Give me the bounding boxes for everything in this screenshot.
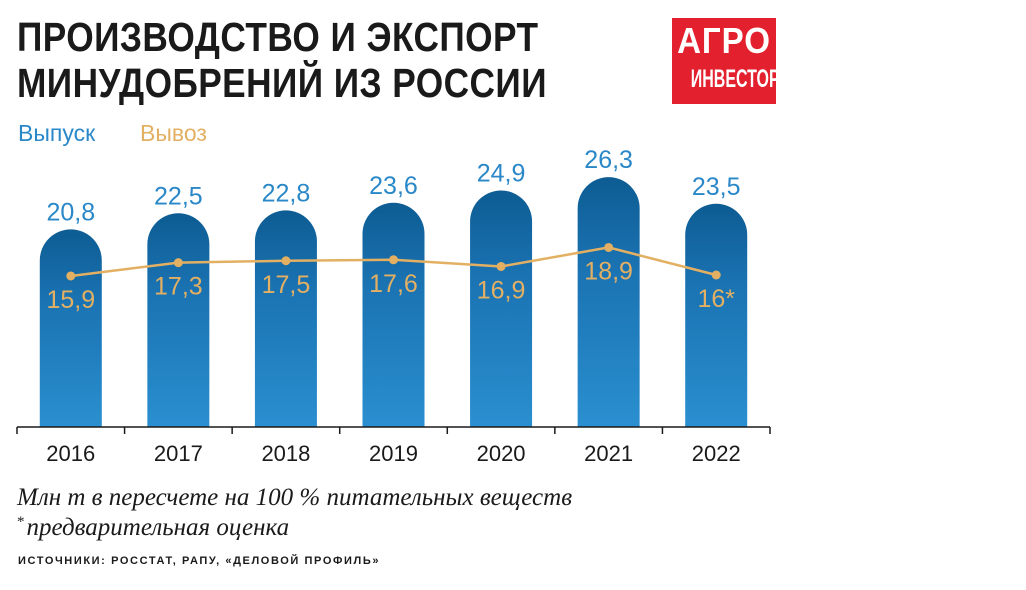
chart-title: ПРОИЗВОДСТВО И ЭКСПОРТ МИНУДОБРЕНИЙ ИЗ Р… <box>17 14 547 106</box>
x-tick-label-2020: 2020 <box>477 441 526 466</box>
bar-label-2018: 22,8 <box>262 179 311 207</box>
x-tick-label-2022: 2022 <box>692 441 741 466</box>
logo-text-top: АГРО <box>677 20 771 61</box>
export-label-2022: 16* <box>697 285 735 313</box>
x-tick-label-2021: 2021 <box>584 441 633 466</box>
units-note: Млн т в пересчете на 100 % питательных в… <box>17 484 573 511</box>
export-point-2017 <box>173 258 183 268</box>
export-point-2018 <box>281 256 291 266</box>
footnote: *предварительная оценка <box>17 514 289 542</box>
bar-label-2019: 23,6 <box>369 172 418 200</box>
export-label-2021: 18,9 <box>584 257 633 285</box>
export-label-2017: 17,3 <box>154 273 203 301</box>
bar-production-2017 <box>147 213 210 427</box>
export-point-2016 <box>66 271 76 281</box>
bar-production-2020 <box>470 190 533 427</box>
export-label-2018: 17,5 <box>262 271 311 299</box>
export-label-2016: 15,9 <box>46 286 95 314</box>
bar-production-2019 <box>362 202 425 427</box>
bar-production-2021 <box>577 177 640 427</box>
title-line-1: ПРОИЗВОДСТВО И ЭКСПОРТ <box>17 14 539 60</box>
export-point-2019 <box>389 255 398 265</box>
x-tick-label-2017: 2017 <box>154 441 203 466</box>
x-tick-label-2018: 2018 <box>261 441 310 466</box>
footnote-text: предварительная оценка <box>26 514 290 541</box>
bar-production-2022 <box>685 203 748 427</box>
bar-production-2016 <box>39 229 102 427</box>
legend-item-export: Вывоз <box>140 120 207 146</box>
bar-production-2018 <box>254 210 317 427</box>
agroinvestor-logo: АГРО ИНВЕСТОР <box>672 18 780 104</box>
export-point-2020 <box>496 261 506 271</box>
footnote-mark: * <box>17 514 25 530</box>
bar-label-2022: 23,5 <box>692 173 741 201</box>
bar-label-2020: 24,9 <box>477 159 526 187</box>
title-line-2: МИНУДОБРЕНИЙ ИЗ РОССИИ <box>17 60 547 106</box>
export-label-2019: 17,6 <box>369 270 418 298</box>
x-tick-label-2019: 2019 <box>369 441 418 466</box>
legend-item-production: Выпуск <box>18 120 96 146</box>
x-tick-label-2016: 2016 <box>46 441 95 466</box>
export-point-2021 <box>604 242 614 252</box>
chart-plot: 2016 2017 2018 2019 2020 2021 2022 20,8 22,5 22,… <box>16 146 771 466</box>
export-label-2020: 16,9 <box>477 276 526 304</box>
bar-label-2021: 26,3 <box>584 146 633 174</box>
bar-label-2017: 22,5 <box>154 182 203 210</box>
bar-label-2016: 20,8 <box>46 198 95 226</box>
sources: ИСТОЧНИКИ: РОССТАТ, РАПУ, «ДЕЛОВОЙ ПРОФИ… <box>18 555 381 567</box>
export-point-2022 <box>711 270 721 280</box>
